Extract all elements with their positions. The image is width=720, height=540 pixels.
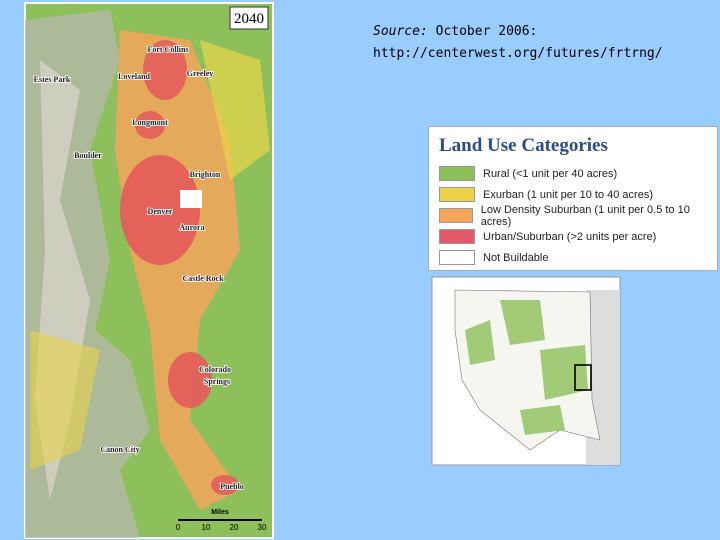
city-label: Aurora xyxy=(179,223,204,232)
legend-item: Not Buildable xyxy=(439,247,707,268)
legend-text: Exurban (1 unit per 10 to 40 acres) xyxy=(483,188,653,201)
map-year: 2040 xyxy=(234,11,264,27)
city-label: Denver xyxy=(148,207,173,216)
legend-item: Low Density Suburban (1 unit per 0.5 to … xyxy=(439,203,707,228)
scale-tick: 10 xyxy=(202,523,211,532)
legend-swatch xyxy=(439,229,475,244)
city-label: Greeley xyxy=(187,69,214,78)
legend-item: Urban/Suburban (>2 units per acre) xyxy=(439,226,707,247)
source-url: http://centerwest.org/futures/frtrng/ xyxy=(373,46,663,61)
source-label: Source: xyxy=(373,24,428,39)
city-label: Castle Rock xyxy=(182,274,224,283)
legend-swatch xyxy=(439,250,475,265)
legend-text: Rural (<1 unit per 40 acres) xyxy=(483,167,618,180)
city-label: Loveland xyxy=(118,72,151,81)
legend-item: Exurban (1 unit per 10 to 40 acres) xyxy=(439,184,707,205)
source-date: October 2006: xyxy=(435,24,538,39)
legend-title: Land Use Categories xyxy=(439,135,608,156)
scale-tick: 0 xyxy=(176,523,181,532)
city-label: Fort Collins xyxy=(147,45,188,54)
legend-text: Low Density Suburban (1 unit per 0.5 to … xyxy=(480,203,690,228)
legend-swatch xyxy=(439,166,475,181)
legend-text: Urban/Suburban (>2 units per acre) xyxy=(483,230,657,243)
legend-swatch xyxy=(439,208,473,223)
city-label: Colorado xyxy=(199,365,231,374)
scale-tick: 30 xyxy=(258,523,267,532)
scale-title: Miles xyxy=(211,509,229,516)
us-map xyxy=(431,276,621,466)
city-label: Estes Park xyxy=(34,75,71,84)
city-label: Longmont xyxy=(132,118,168,127)
city-label: Springs xyxy=(204,377,230,386)
city-label: Boulder xyxy=(74,151,102,160)
legend-item: Rural (<1 unit per 40 acres) xyxy=(439,163,707,184)
city-label: Canon City xyxy=(100,445,139,454)
legend-text: Not Buildable xyxy=(483,251,549,264)
front-range-map: 2040 Fort Collins Greeley Estes Park Lovela… xyxy=(24,2,274,539)
legend: Land Use Categories Rural (<1 unit per 4… xyxy=(428,126,718,271)
scale-tick: 20 xyxy=(230,523,239,532)
city-label: Brighton xyxy=(190,170,221,179)
city-label: Pueblo xyxy=(220,482,244,491)
legend-swatch xyxy=(439,187,475,202)
